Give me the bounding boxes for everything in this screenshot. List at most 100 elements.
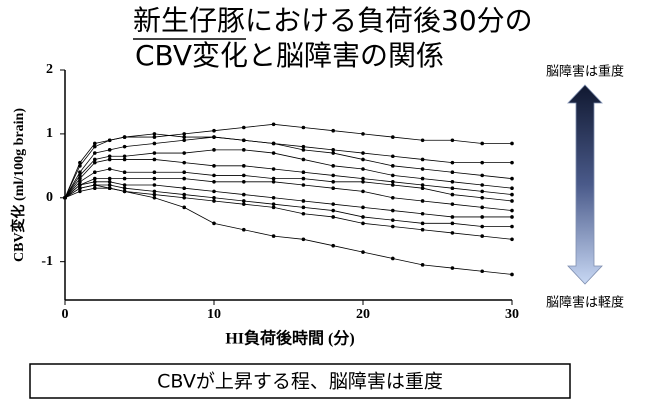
data-point	[391, 135, 395, 139]
data-point	[107, 154, 112, 159]
data-point	[420, 176, 425, 181]
data-point	[301, 237, 306, 242]
data-point	[480, 195, 485, 200]
data-point	[242, 227, 246, 232]
data-point	[212, 173, 216, 178]
data-point	[301, 199, 306, 203]
data-point	[301, 148, 306, 152]
series-line	[64, 136, 513, 198]
data-point	[301, 205, 306, 210]
data-point	[93, 144, 97, 149]
series-line	[64, 184, 513, 275]
data-point	[391, 164, 395, 168]
data-point	[182, 160, 186, 165]
data-point	[122, 176, 127, 181]
data-point	[331, 151, 336, 155]
data-point	[182, 192, 186, 197]
data-point	[391, 173, 395, 178]
data-point	[391, 180, 395, 184]
severity-arrow	[567, 84, 603, 285]
data-point	[93, 141, 97, 146]
data-point	[361, 132, 365, 136]
data-point	[107, 157, 112, 162]
data-point	[242, 192, 246, 197]
data-point	[301, 144, 306, 149]
data-point	[361, 215, 365, 219]
data-point	[450, 180, 455, 184]
data-point	[93, 183, 97, 187]
x-tick-label: 0	[62, 307, 69, 322]
data-point	[107, 138, 112, 143]
data-point	[331, 180, 336, 184]
data-point	[450, 192, 455, 197]
data-point	[122, 189, 127, 194]
data-point	[480, 141, 485, 146]
data-point	[212, 195, 216, 200]
data-point	[271, 195, 276, 200]
data-point	[107, 180, 112, 184]
data-point	[510, 237, 514, 242]
data-point	[420, 199, 425, 203]
data-point	[391, 154, 395, 159]
data-point	[420, 227, 425, 232]
data-point	[510, 186, 514, 190]
data-point	[152, 195, 157, 200]
data-point	[271, 122, 276, 127]
data-point	[182, 176, 186, 181]
data-point	[182, 195, 186, 200]
data-point	[212, 199, 216, 203]
data-point	[182, 151, 186, 155]
data-point	[510, 272, 514, 277]
y-tick-label: 1	[46, 126, 53, 141]
data-point	[391, 208, 395, 213]
data-point	[122, 170, 127, 175]
data-point	[152, 189, 157, 194]
data-point	[361, 250, 365, 254]
data-point	[420, 263, 425, 267]
data-point	[510, 224, 514, 229]
data-point	[271, 167, 276, 171]
data-point	[480, 269, 485, 274]
series-line	[64, 123, 512, 198]
data-point	[93, 160, 97, 165]
data-point	[107, 167, 112, 171]
data-point	[331, 148, 336, 152]
data-point	[420, 183, 425, 187]
data-point	[510, 176, 514, 181]
data-point	[182, 138, 186, 143]
data-point	[450, 231, 455, 235]
data-point	[242, 148, 246, 152]
data-point	[331, 173, 336, 178]
series-line	[64, 159, 513, 199]
data-point	[271, 202, 276, 206]
data-point	[78, 180, 82, 184]
data-point	[450, 186, 455, 190]
x-axis-label: HI負荷後時間 (分)	[225, 329, 354, 348]
data-point	[301, 183, 306, 187]
data-point	[420, 157, 425, 162]
data-point	[78, 186, 82, 190]
data-point	[78, 170, 82, 175]
data-point	[301, 211, 306, 216]
data-point	[361, 176, 365, 181]
data-point	[93, 176, 97, 181]
x-tick-label: 10	[207, 307, 221, 322]
data-point	[510, 160, 514, 165]
series-line	[64, 178, 513, 211]
data-point	[107, 183, 112, 187]
series-line	[64, 133, 512, 198]
data-point	[182, 135, 186, 139]
data-point	[152, 192, 157, 197]
data-point	[242, 180, 246, 184]
data-point	[271, 151, 276, 155]
data-point	[212, 221, 216, 226]
data-point	[361, 189, 365, 194]
data-point	[93, 151, 97, 155]
data-point	[391, 218, 395, 222]
data-point	[122, 144, 127, 149]
data-point	[93, 186, 97, 190]
data-point	[391, 183, 395, 187]
data-point	[212, 180, 216, 184]
data-point	[331, 243, 336, 248]
data-point	[480, 234, 485, 238]
